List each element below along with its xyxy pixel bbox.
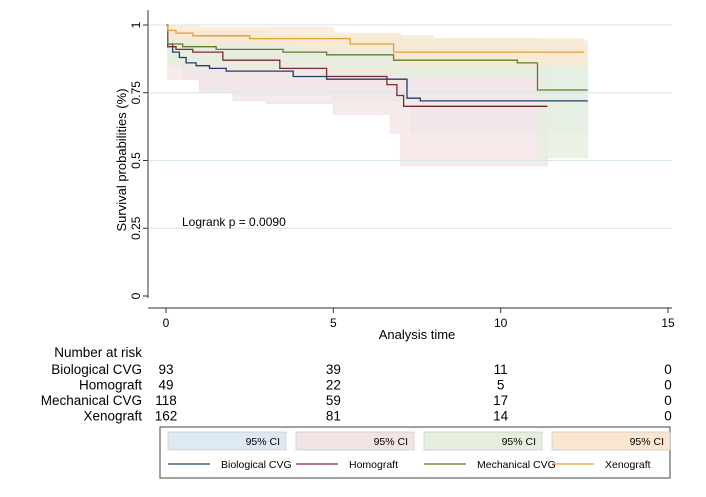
y-tick-label: 0.5: [129, 152, 143, 169]
curve-xenograft: [166, 24, 585, 53]
logrank-annotation: Logrank p = 0.0090: [182, 215, 286, 229]
legend-ci-swatch-mechanical-cvg: [423, 431, 543, 451]
number-at-risk-table: Number at risk Biological CVG 93 39 11 0 Homog…: [41, 345, 672, 424]
legend: 95% CI Biological CVG 95% CI Homograft 95% C…: [159, 426, 671, 479]
risk-row-label: Mechanical CVG: [41, 393, 142, 408]
risk-value: 39: [326, 362, 341, 377]
legend-line-label: Mechanical CVG: [477, 459, 556, 471]
risk-value: 11: [494, 362, 508, 377]
curve-mechanical-cvg: [166, 24, 588, 91]
risk-row-label: Homograft: [79, 378, 142, 393]
legend-ci-swatch-biological-cvg: [167, 431, 287, 451]
x-tick-label: 5: [330, 316, 337, 330]
risk-value: 0: [664, 393, 672, 408]
x-tick-label: 15: [661, 316, 675, 330]
legend-ci-label: 95% CI: [246, 436, 280, 448]
risk-value: 0: [664, 362, 672, 377]
legend-line-label: Xenograft: [605, 459, 651, 471]
x-tick-label: 10: [494, 316, 508, 330]
risk-value: 93: [158, 362, 173, 377]
risk-value: 14: [493, 409, 509, 424]
x-axis-title: Analysis time: [379, 327, 456, 342]
y-tick-label: 1: [129, 21, 143, 28]
curve-biological-cvg: [166, 24, 588, 102]
risk-value: 22: [326, 378, 341, 393]
gridlines: [149, 24, 672, 229]
legend-ci-label: 95% CI: [630, 436, 664, 448]
risk-row-label: Xenograft: [83, 409, 142, 424]
risk-value: 81: [326, 409, 341, 424]
risk-value: 59: [326, 393, 341, 408]
curve-homograft: [166, 24, 548, 107]
risk-value: 118: [155, 393, 177, 408]
risk-value: 5: [497, 378, 505, 393]
risk-value: 0: [664, 409, 672, 424]
legend-line-label: Homograft: [349, 459, 398, 471]
legend-ci-label: 95% CI: [374, 436, 408, 448]
y-tick-label: 0: [129, 292, 143, 299]
legend-line-label: Biological CVG: [221, 459, 292, 471]
legend-ci-swatch-xenograft: [551, 431, 671, 451]
legend-ci-swatch-homograft: [295, 431, 415, 451]
risk-value: 17: [493, 393, 508, 408]
survival-curves: [166, 24, 588, 107]
risk-header: Number at risk: [54, 345, 142, 360]
y-tick-label: 0.75: [129, 81, 143, 105]
risk-value: 0: [664, 378, 672, 393]
x-tick-label: 0: [163, 316, 170, 330]
risk-value: 162: [155, 409, 178, 424]
risk-row-label: Biological CVG: [51, 362, 142, 377]
legend-ci-label: 95% CI: [502, 436, 536, 448]
y-tick-label: 0.25: [129, 216, 143, 240]
y-axis-title: Survival probabilities (%): [114, 88, 129, 231]
risk-value: 49: [158, 378, 173, 393]
